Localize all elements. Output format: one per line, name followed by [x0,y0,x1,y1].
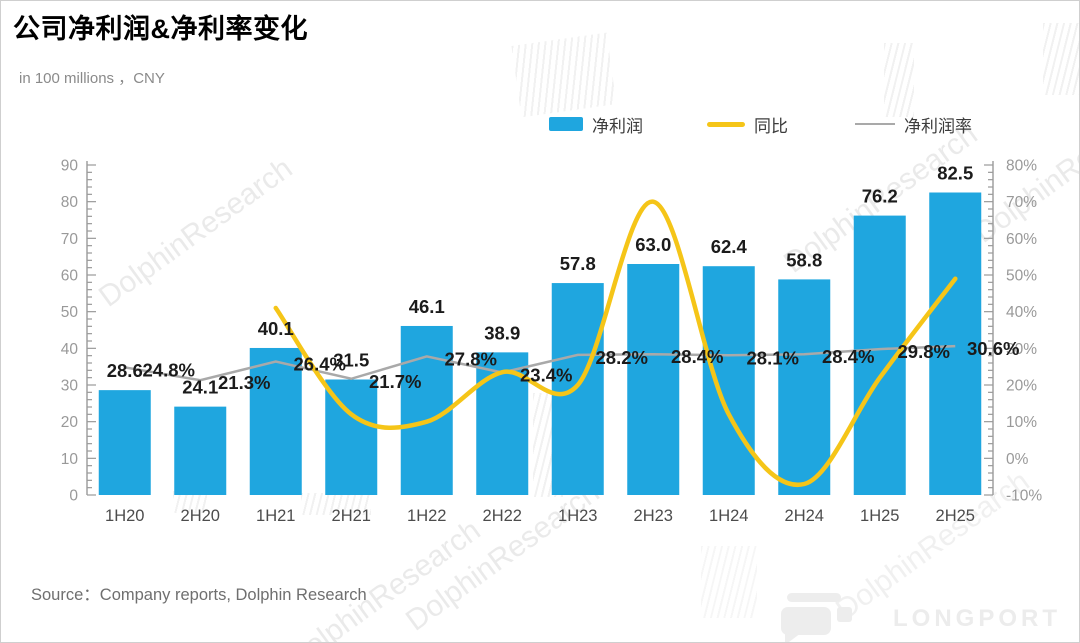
source-note: Source：Company reports, Dolphin Research [31,586,367,604]
bar-2H25 [929,192,982,495]
margin-value-label: 28.4% [671,346,723,367]
line-swatch-icon [707,121,745,127]
x-axis-label: 1H24 [709,507,748,525]
left-axis-tick-label: 0 [69,488,78,505]
right-axis-tick-label: 80% [1006,158,1037,175]
margin-value-label: 28.4% [822,346,874,367]
chart-title: 公司净利润&净利率变化 [13,14,308,44]
bar-2H20 [174,406,227,495]
bar-value-label: 58.8 [786,249,822,270]
left-axis-tick-label: 50 [61,304,79,321]
margin-value-label: 27.8% [445,348,497,369]
left-axis-tick-label: 60 [61,268,79,285]
right-axis-tick-label: 70% [1006,194,1037,211]
margin-value-label: 21.3% [218,372,270,393]
x-axis-label: 2H21 [332,507,371,525]
x-axis-label: 1H23 [558,507,597,525]
margin-value-label: 23.4% [520,365,572,386]
x-axis-label: 2H22 [483,507,522,525]
margin-value-label: 21.7% [369,371,421,392]
bar-2H23 [627,264,680,495]
legend-item-net-profit[interactable]: 净利润 [549,111,643,137]
margin-value-label: 29.8% [898,341,950,362]
left-axis-tick-label: 10 [61,451,79,468]
margin-value-label: 28.1% [747,347,799,368]
legend-label: 净利润 [592,116,643,136]
bar-value-label: 82.5 [937,163,973,184]
left-axis-tick-label: 30 [61,378,79,395]
legend-item-yoy[interactable]: 同比 [707,111,788,137]
yoy-line [273,199,958,488]
right-axis-tick-label: 50% [1006,268,1037,285]
longport-logo: LONGPORT [779,593,1061,642]
bar-value-label: 57.8 [560,253,596,274]
x-axis-label: 2H24 [785,507,824,525]
left-axis-tick-label: 70 [61,231,79,248]
left-axis-tick-label: 40 [61,341,79,358]
bar-1H21 [249,347,302,495]
x-axis-label: 2H20 [181,507,220,525]
right-axis-tick-label: 20% [1006,378,1037,395]
bar-value-label: 46.1 [409,296,445,317]
legend: 净利润 同比 净利润率 [1,111,1079,137]
margin-value-label: 24.8% [143,359,195,380]
bar-1H24 [702,266,755,495]
bar-1H20 [98,390,151,495]
x-axis-label: 1H21 [256,507,295,525]
x-axis-label: 1H20 [105,507,144,525]
bar-value-label: 31.5 [333,350,369,371]
longport-logo-icon [781,593,852,642]
line-swatch-icon [855,122,895,126]
margin-value-label: 30.6% [967,338,1019,359]
right-axis-tick-label: 40% [1006,304,1037,321]
bar-value-label: 28.6 [107,360,143,381]
net-margin-line [124,344,956,382]
legend-label: 净利润率 [904,116,972,136]
left-axis-tick-label: 80 [61,194,79,211]
legend-item-net-margin[interactable]: 净利润率 [855,111,972,137]
bar-value-label: 38.9 [484,322,520,343]
right-axis-tick-label: 30% [1006,341,1037,358]
margin-value-label: 28.2% [596,347,648,368]
right-axis-tick-label: -10% [1006,488,1042,505]
bar-value-label: 40.1 [258,318,294,339]
chart-subtitle: in 100 millions ，CNY [19,70,165,87]
x-axis-label: 2H25 [936,507,975,525]
bar-value-label: 62.4 [711,236,748,257]
left-axis-tick-label: 90 [61,158,79,175]
bar-value-label: 76.2 [862,186,898,207]
x-axis-label: 1H25 [860,507,899,525]
right-axis-tick-label: 10% [1006,414,1037,431]
bar-2H24 [778,279,831,495]
bar-value-label: 63.0 [635,234,671,255]
left-axis-tick-label: 20 [61,414,79,431]
x-axis-label: 2H23 [634,507,673,525]
bar-1H23 [551,283,604,495]
right-axis-tick-label: 0% [1006,451,1029,468]
x-axis-label: 1H22 [407,507,446,525]
legend-label: 同比 [754,116,788,136]
longport-logo-text: LONGPORT [893,605,1061,632]
right-axis-tick-label: 60% [1006,231,1037,248]
margin-value-label: 26.4% [294,354,346,375]
bar-swatch-icon [549,117,583,131]
bar-value-label: 24.1 [182,377,218,398]
